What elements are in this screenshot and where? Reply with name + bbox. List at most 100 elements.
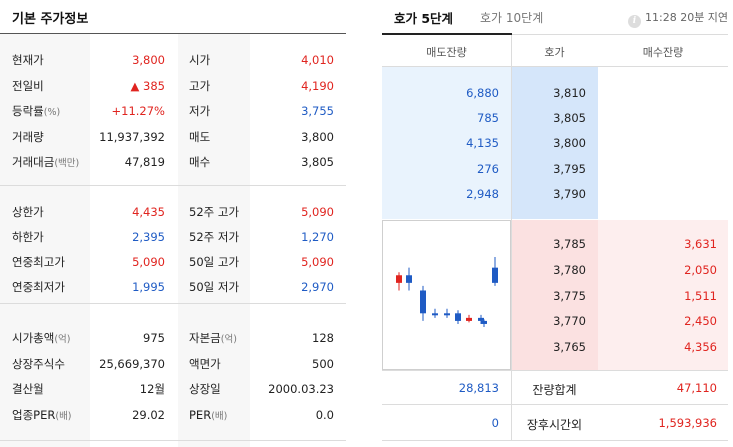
field-value: 5,090 (132, 255, 165, 269)
field-value: 25,669,370 (99, 357, 165, 371)
after-hours-buy-qty: 1,593,936 (658, 416, 717, 430)
field-value: 2000.03.23 (268, 382, 334, 396)
field-label: 상한가 (12, 205, 44, 221)
field-label: 시가 (189, 53, 210, 69)
field-value: 975 (143, 331, 165, 345)
field-value: 4,190 (301, 79, 334, 93)
bid-qty: 1,511 (684, 289, 717, 303)
field-label-text: 상장주식수 (12, 357, 65, 371)
field-label: 52주 고가 (189, 205, 239, 221)
field-label: 액면가 (189, 357, 221, 373)
candle-body (420, 290, 426, 314)
field-label-text: 현재가 (12, 53, 44, 67)
field-value: 0.0 (315, 408, 334, 422)
candle-body (455, 313, 461, 321)
after-hours-label: 장후시간외 (526, 418, 583, 432)
candle-body (406, 275, 412, 283)
ask-qty: 2,948 (466, 187, 499, 201)
ask-qty-area (382, 67, 511, 219)
field-label: 연중최저가 (12, 280, 65, 296)
field-label: 52주 저가 (189, 230, 239, 246)
field-unit: (억) (220, 334, 237, 345)
field-value: 4,010 (301, 53, 334, 67)
field-label-text: 거래량 (12, 130, 44, 144)
ask-price: 3,790 (553, 187, 586, 201)
field-value: 5,090 (301, 255, 334, 269)
field-label-text: 시가 (189, 53, 211, 67)
field-label-text: 50일 고가 (189, 255, 240, 269)
field-label: 시가총액(억) (12, 331, 70, 347)
after-hours-sell-qty: 0 (491, 416, 499, 430)
delay-info-text: 11:28 20분 지연 (645, 11, 729, 24)
field-label-text: 업종PER (12, 408, 56, 422)
field-label: 업종PER(배) (12, 408, 72, 424)
tab-orderbook-5[interactable]: 호가 5단계 (394, 11, 454, 26)
basic-info-title: 기본 주가정보 (12, 12, 89, 27)
field-value: 3,800 (301, 130, 334, 144)
field-value: 128 (312, 331, 334, 345)
after-top-border (382, 404, 728, 405)
field-label-text: 등락률 (12, 104, 44, 118)
field-value: 12월 (139, 382, 165, 396)
field-label-text: 매수 (189, 155, 211, 169)
ask-price-area (511, 67, 598, 219)
tab-orderbook-10[interactable]: 호가 10단계 (480, 11, 544, 25)
field-label: 자본금(억) (189, 331, 237, 347)
field-value: 3,755 (301, 104, 334, 118)
field-label: 연중최고가 (12, 255, 65, 271)
field-label-text: 연중최저가 (12, 280, 65, 294)
group-divider-2 (0, 303, 346, 304)
left-label-col-2 (178, 34, 250, 447)
field-label: 50일 고가 (189, 255, 239, 271)
header-price: 호가 (544, 46, 565, 59)
field-label: 거래대금(백만) (12, 155, 79, 171)
field-value: 2,395 (132, 230, 165, 244)
ask-qty: 785 (477, 111, 499, 125)
bid-price: 3,780 (553, 263, 586, 277)
total-top-border (382, 370, 728, 371)
field-value: 3,805 (301, 155, 334, 169)
field-value: +11.27% (111, 104, 166, 118)
field-value: 500 (312, 357, 334, 371)
ask-price: 3,810 (553, 86, 586, 100)
field-label-text: 52주 고가 (189, 205, 240, 219)
field-label-text: 결산월 (12, 382, 44, 396)
field-label-text: 연중최고가 (12, 255, 65, 269)
bid-qty: 3,631 (684, 237, 717, 251)
field-label: 결산월 (12, 382, 44, 398)
left-bottom-border (0, 440, 346, 441)
field-label-text: 거래대금 (12, 155, 55, 169)
field-unit: (배) (55, 411, 72, 422)
orderbook-bottom-border (382, 440, 728, 441)
bid-qty: 2,050 (684, 263, 717, 277)
ask-qty: 6,880 (466, 86, 499, 100)
orderbook-col-divider (511, 35, 512, 440)
bid-price-area (511, 220, 598, 370)
ask-qty: 276 (477, 162, 499, 176)
field-value: 4,435 (132, 205, 165, 219)
field-label: 매수 (189, 155, 210, 171)
ask-qty: 4,135 (466, 136, 499, 150)
field-unit: (억) (54, 334, 71, 345)
field-label: 상장주식수 (12, 357, 65, 373)
field-label-text: 상장일 (189, 382, 221, 396)
field-label-text: 자본금 (189, 331, 221, 345)
field-label: PER(배) (189, 408, 227, 424)
field-label-text: 매도 (189, 130, 211, 144)
field-value: 1,995 (132, 280, 165, 294)
candle-body (432, 313, 438, 316)
field-value: ▲ 385 (130, 79, 165, 93)
left-label-col-1 (0, 34, 90, 447)
field-label: 상장일 (189, 382, 221, 398)
bid-price: 3,775 (553, 289, 586, 303)
field-value: 47,819 (124, 155, 165, 169)
bid-qty: 2,450 (684, 314, 717, 328)
bid-price: 3,770 (553, 314, 586, 328)
field-value: 1,270 (301, 230, 334, 244)
field-label: 저가 (189, 104, 210, 120)
info-icon[interactable]: i (628, 15, 641, 28)
total-buy-qty: 47,110 (676, 381, 717, 395)
candle-body (466, 317, 472, 321)
field-label-text: 시가총액 (12, 331, 55, 345)
bid-qty: 4,356 (684, 340, 717, 354)
